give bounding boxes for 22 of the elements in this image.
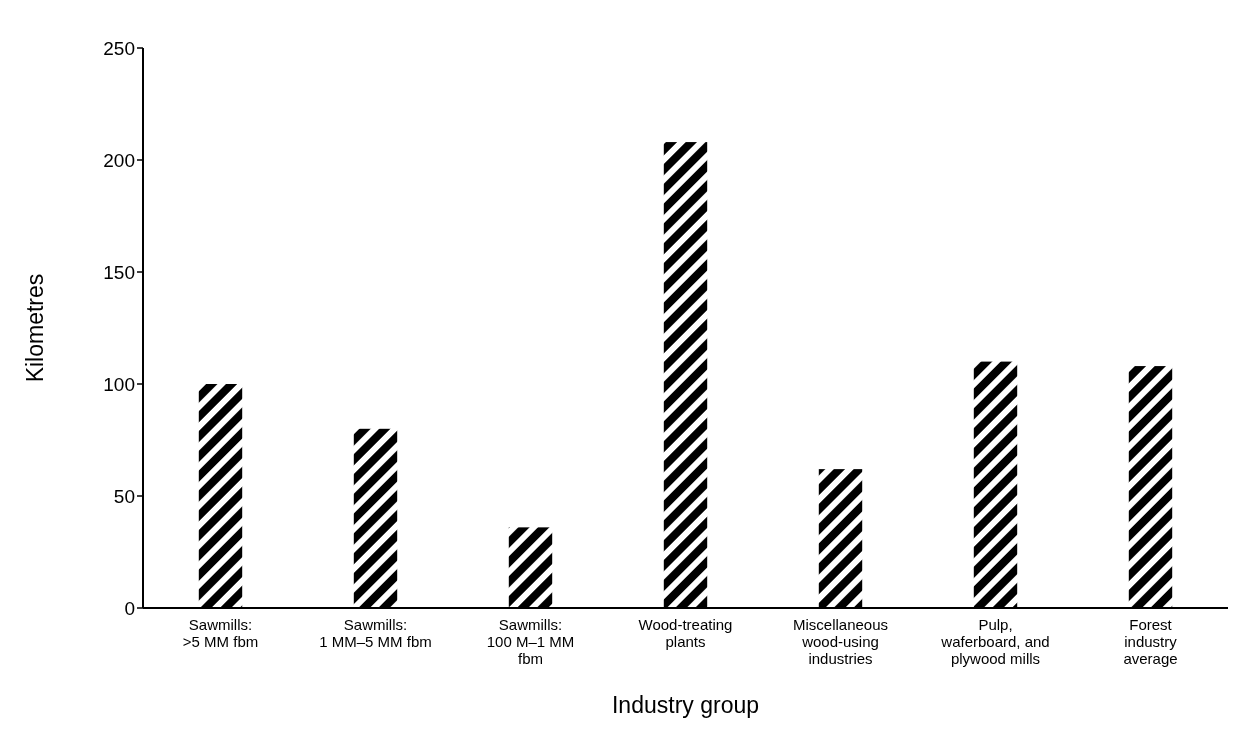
y-tick-label: 0 <box>124 597 135 619</box>
y-tick-label: 200 <box>103 149 135 171</box>
x-tick-label: Miscellaneous wood-using industries <box>792 616 889 667</box>
y-tick-label: 50 <box>113 485 135 507</box>
x-tick-label: Sawmills: >5 MM fbm <box>182 616 259 650</box>
bar <box>818 469 863 608</box>
x-tick-label: Forest industry average <box>1123 616 1178 667</box>
x-tick-label: Sawmills: 100 M–1 MM fbm <box>486 616 575 667</box>
x-axis-title: Industry group <box>611 692 760 718</box>
x-tick-label: Wood-treating plants <box>638 616 733 650</box>
bar <box>1128 366 1173 608</box>
bar <box>353 428 398 608</box>
bar <box>508 527 553 608</box>
y-tick-label: 150 <box>103 261 135 283</box>
bar <box>198 384 243 608</box>
x-tick-label: Pulp, waferboard, and plywood mills <box>940 616 1050 667</box>
y-tick-label: 100 <box>103 373 135 395</box>
y-tick-label: 250 <box>103 37 135 59</box>
x-tick-label: Sawmills: 1 MM–5 MM fbm <box>319 616 432 650</box>
bar <box>663 142 708 608</box>
y-axis-title: Kilometres <box>22 273 48 383</box>
bar <box>973 361 1018 608</box>
